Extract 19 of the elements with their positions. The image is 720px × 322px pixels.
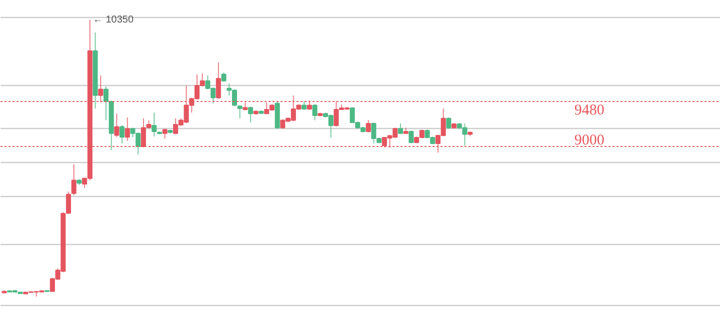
ref-line-label: 9480 (574, 102, 604, 118)
candlestick (162, 128, 168, 140)
candlestick (408, 130, 414, 144)
candlestick (446, 116, 452, 130)
candlestick (152, 112, 157, 137)
candlestick (221, 72, 226, 82)
candlestick (124, 117, 130, 142)
candlestick (248, 106, 254, 123)
candlestick (237, 104, 242, 119)
candlestick (103, 86, 108, 121)
candlestick (216, 62, 221, 100)
candlestick (120, 124, 125, 144)
candlestick (398, 123, 404, 134)
annotation: ← 10350 (92, 14, 134, 26)
candlestick (312, 104, 318, 121)
candlestick (366, 120, 371, 133)
ref-line-label: 9000 (574, 132, 604, 148)
candlestick (114, 112, 120, 138)
candlestick (71, 164, 76, 196)
